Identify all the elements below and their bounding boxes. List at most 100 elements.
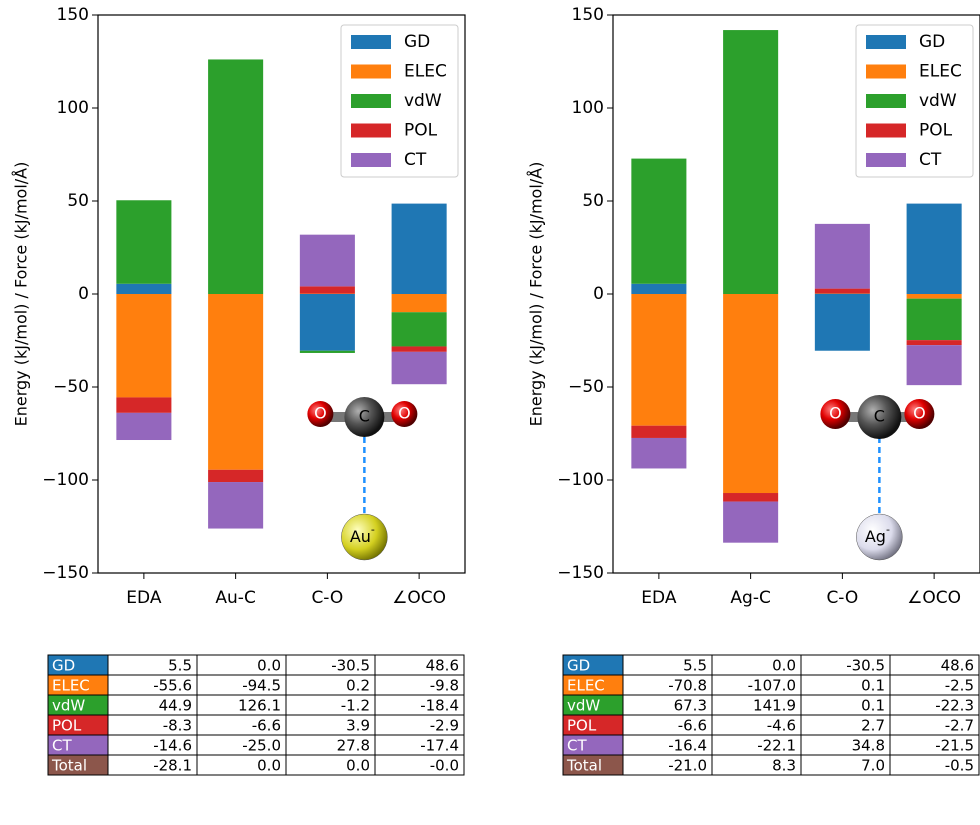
y-tick-label: 0 [78,284,89,304]
legend-swatch [351,35,391,49]
table-row-label: ELEC [567,677,605,695]
y-tick-label: −100 [557,470,604,490]
legend-swatch [866,65,906,79]
y-tick-label: −50 [568,377,604,397]
bar-segment [208,294,263,470]
table-row-label: vdW [52,697,85,715]
table-value: -21.5 [935,737,974,755]
table-value: -1.2 [341,697,370,715]
x-tick-label: C-O [311,588,343,608]
x-tick-label: EDA [641,588,677,608]
bar-segment [392,294,447,312]
table-value: -2.7 [945,717,974,735]
bar-segment [392,204,447,294]
table-value: 48.6 [426,657,459,675]
bar-segment [723,502,778,543]
y-tick-label: −50 [53,377,89,397]
table-value: -14.6 [153,737,192,755]
bar-segment [907,294,962,299]
bar-segment [392,346,447,351]
table-value: -55.6 [153,677,192,695]
legend-label: ELEC [919,62,962,82]
table-value: 67.3 [674,697,707,715]
bar-segment [723,294,778,493]
table-row-label: POL [52,717,82,735]
bar-segment [392,312,447,346]
table-value: -17.4 [420,737,459,755]
table-value: 0.0 [346,757,370,775]
table-value: -22.1 [757,737,796,755]
x-tick-label: C-O [826,588,858,608]
bar-segment [631,284,686,294]
table-value: 0.1 [861,697,885,715]
legend-swatch [351,124,391,138]
table-value: -6.6 [252,717,281,735]
table-value: 8.3 [772,757,796,775]
table-value: 27.8 [337,737,370,755]
bar-segment [723,30,778,294]
table-row-label: ELEC [52,677,90,695]
y-tick-label: −150 [557,563,604,583]
metal-symbol: Au [350,527,371,546]
bar-segment [631,426,686,438]
bar-segment [815,289,870,294]
table-value: -2.5 [945,677,974,695]
table-value: 0.0 [257,657,281,675]
bar-segment [300,286,355,293]
bar-segment [116,284,171,294]
table-value: -6.6 [678,717,707,735]
table-value: -107.0 [748,677,796,695]
y-tick-label: −100 [42,470,89,490]
bar-segment [907,299,962,340]
table-value: 34.8 [852,737,885,755]
table-value: -94.5 [242,677,281,695]
table-value: -16.4 [668,737,707,755]
table-value: 5.5 [683,657,707,675]
bar-segment [631,438,686,469]
x-tick-label: EDA [126,588,162,608]
table-row-label: Total [51,757,87,775]
bar-segment [907,340,962,345]
table-value: -18.4 [420,697,459,715]
x-tick-label: ∠OCO [392,588,446,608]
table-value: -28.1 [153,757,192,775]
metal-charge: - [371,523,375,536]
table-value: -30.5 [846,657,885,675]
table-value: 0.0 [257,757,281,775]
legend-swatch [351,94,391,108]
bar-segment [208,59,263,294]
atom-label: O [829,404,842,423]
bar-segment [631,294,686,426]
atom-label: O [398,404,411,423]
y-tick-label: −150 [42,563,89,583]
atom-label: O [314,404,327,423]
table-value: 0.1 [861,677,885,695]
legend-swatch [866,35,906,49]
table-value: -0.0 [430,757,459,775]
table-row-label: vdW [567,697,600,715]
table-value: 3.9 [346,717,370,735]
table-row-label: GD [52,657,75,675]
bar-segment [631,159,686,284]
bar-segment [300,294,355,351]
legend-swatch [866,153,906,167]
legend-label: ELEC [404,62,447,82]
bar-segment [392,352,447,384]
atom-label: O [913,404,926,423]
y-tick-label: 0 [593,284,604,304]
table-value: 7.0 [861,757,885,775]
x-tick-label: Ag-C [730,588,770,608]
bar-segment [815,294,870,351]
y-axis-label: Energy (kJ/mol) / Force (kJ/mol/Å) [12,162,31,427]
table-value: -21.0 [668,757,707,775]
table-value: 141.9 [753,697,796,715]
bar-segment [300,351,355,353]
legend-swatch [351,153,391,167]
table-value: -4.6 [767,717,796,735]
atom-label: C [874,407,885,426]
legend-label: GD [919,32,945,52]
bar-segment [723,493,778,502]
y-tick-label: 50 [67,191,89,211]
bar-segment [907,345,962,385]
atom-label: C [359,407,370,426]
